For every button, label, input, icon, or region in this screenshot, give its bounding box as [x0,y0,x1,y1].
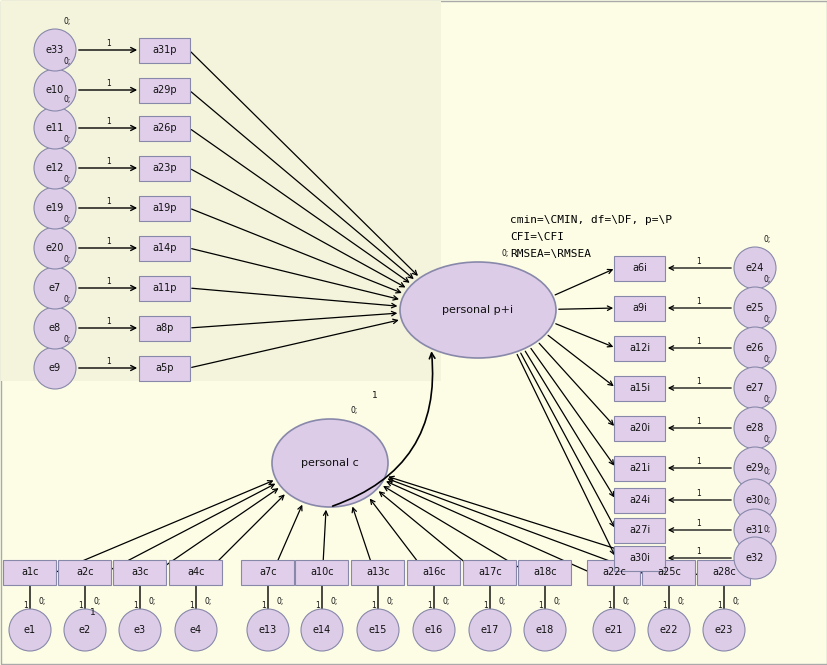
FancyBboxPatch shape [139,315,190,340]
Ellipse shape [272,419,388,507]
Text: 0;: 0; [552,597,560,606]
Text: a12i: a12i [629,343,650,353]
Circle shape [733,479,775,521]
Text: 1: 1 [106,277,111,286]
Text: e13: e13 [259,625,277,635]
Text: 0;: 0; [350,406,357,415]
Text: 1: 1 [106,197,111,206]
Text: 0;: 0; [204,597,212,606]
Text: e10: e10 [45,85,64,95]
Text: 0;: 0; [64,95,70,104]
FancyBboxPatch shape [113,559,166,585]
Text: e29: e29 [745,463,763,473]
Text: 1: 1 [106,317,111,326]
FancyBboxPatch shape [139,156,190,180]
Text: 1: 1 [261,600,265,610]
FancyBboxPatch shape [614,295,665,321]
Circle shape [733,327,775,369]
Text: e4: e4 [189,625,202,635]
FancyBboxPatch shape [614,336,665,360]
Text: 1: 1 [79,600,83,610]
Text: a11p: a11p [152,283,177,293]
Text: 0;: 0; [762,315,770,324]
Circle shape [733,537,775,579]
FancyBboxPatch shape [139,116,190,140]
Text: 0;: 0; [762,355,770,364]
Circle shape [34,147,76,189]
Text: e7: e7 [49,283,61,293]
Text: 0;: 0; [148,597,155,606]
Text: a18c: a18c [533,567,556,577]
FancyBboxPatch shape [614,456,665,481]
Text: e31: e31 [745,525,763,535]
Text: e18: e18 [535,625,553,635]
Text: e3: e3 [134,625,146,635]
Circle shape [34,347,76,389]
Text: a8p: a8p [155,323,174,333]
Circle shape [9,609,51,651]
Text: 1: 1 [106,79,111,88]
Text: e23: e23 [714,625,732,635]
Text: a7c: a7c [259,567,276,577]
Text: 1: 1 [662,600,667,610]
FancyBboxPatch shape [614,376,665,400]
Text: 0;: 0; [762,525,770,534]
Circle shape [119,609,160,651]
Circle shape [356,609,399,651]
Text: e11: e11 [45,123,64,133]
Text: 1: 1 [696,337,700,346]
FancyBboxPatch shape [139,356,190,380]
Text: a9i: a9i [632,303,647,313]
Text: 0;: 0; [64,57,70,66]
Text: a26p: a26p [152,123,177,133]
FancyBboxPatch shape [518,559,571,585]
Text: a15i: a15i [629,383,650,393]
Circle shape [34,267,76,309]
Text: e14: e14 [313,625,331,635]
Text: a16c: a16c [422,567,445,577]
Text: 1: 1 [106,39,111,48]
Text: a29p: a29p [152,85,177,95]
Text: 0;: 0; [762,275,770,284]
Text: e32: e32 [745,553,763,563]
Text: 1: 1 [696,489,700,498]
Text: e1: e1 [24,625,36,635]
Circle shape [34,187,76,229]
Text: 0;: 0; [762,435,770,444]
Text: a6i: a6i [632,263,647,273]
Text: 1: 1 [106,357,111,366]
FancyBboxPatch shape [587,559,640,585]
Circle shape [702,609,744,651]
Circle shape [34,107,76,149]
Text: a2c: a2c [76,567,93,577]
Text: 1: 1 [371,391,377,400]
Text: 0;: 0; [762,395,770,404]
Text: 0;: 0; [762,497,770,506]
Ellipse shape [399,262,555,358]
Text: 1: 1 [696,519,700,528]
Text: 0;: 0; [64,215,70,224]
Text: 1: 1 [696,457,700,466]
FancyBboxPatch shape [614,545,665,571]
Text: 1: 1 [696,257,700,266]
Text: 1: 1 [133,600,138,610]
Text: 1: 1 [315,600,319,610]
Text: e15: e15 [368,625,387,635]
Text: a19p: a19p [152,203,177,213]
Circle shape [733,247,775,289]
Circle shape [413,609,455,651]
Text: e9: e9 [49,363,61,373]
Circle shape [34,227,76,269]
Circle shape [34,29,76,71]
Text: e8: e8 [49,323,61,333]
Text: 0;: 0; [622,597,629,606]
FancyBboxPatch shape [139,275,190,301]
Circle shape [733,407,775,449]
Text: 0;: 0; [38,597,45,606]
Text: 0;: 0; [64,335,70,344]
Circle shape [468,609,510,651]
Text: e20: e20 [45,243,65,253]
Text: 1: 1 [106,237,111,246]
FancyBboxPatch shape [614,517,665,543]
